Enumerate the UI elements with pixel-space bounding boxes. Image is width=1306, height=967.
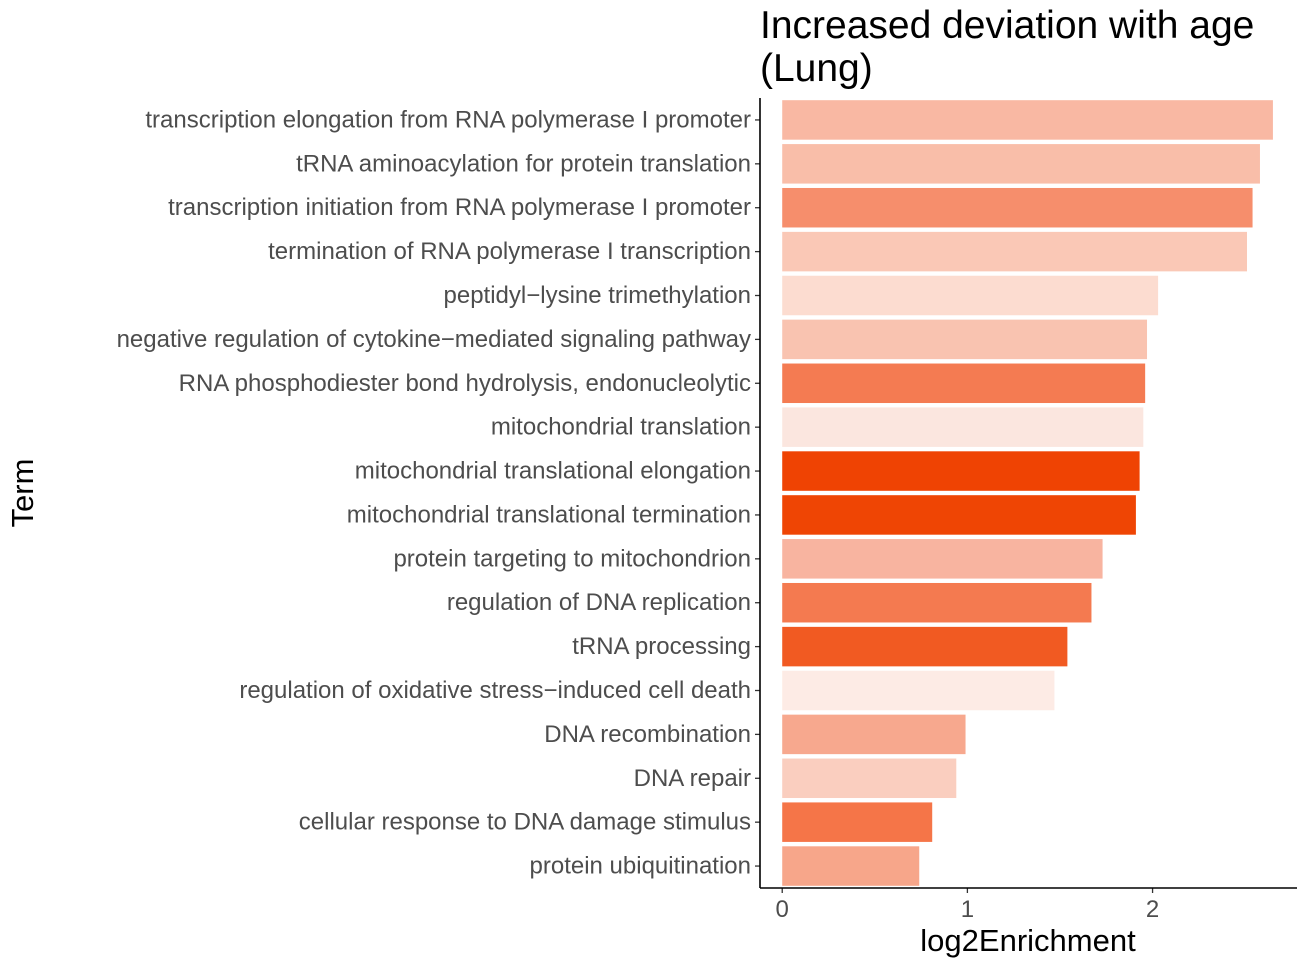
y-axis-title: Term bbox=[5, 459, 40, 528]
bar bbox=[782, 319, 1148, 360]
y-tick-label: DNA repair bbox=[634, 765, 751, 792]
bar bbox=[782, 100, 1273, 140]
y-tick-label: transcription elongation from RNA polyme… bbox=[145, 106, 751, 133]
y-tick-label: termination of RNA polymerase I transcri… bbox=[268, 238, 751, 265]
y-tick-label: cellular response to DNA damage stimulus bbox=[299, 809, 751, 836]
bar bbox=[782, 231, 1248, 272]
bar bbox=[782, 407, 1144, 447]
bars-group bbox=[782, 100, 1273, 886]
bar bbox=[782, 714, 966, 755]
bar bbox=[782, 626, 1068, 667]
y-tick-label: RNA phosphodiester bond hydrolysis, endo… bbox=[179, 370, 751, 397]
y-tick-label: mitochondrial translational elongation bbox=[355, 458, 751, 485]
y-tick-label: regulation of oxidative stress−induced c… bbox=[239, 677, 751, 704]
x-axis-title: log2Enrichment bbox=[920, 923, 1136, 958]
bar bbox=[782, 451, 1140, 491]
x-ticks-group: 0 1 2 bbox=[776, 888, 1159, 923]
y-tick-label: protein ubiquitination bbox=[530, 853, 752, 880]
bar bbox=[782, 802, 933, 842]
y-tick-label: regulation of DNA replication bbox=[447, 589, 751, 616]
chart-title-line-2: (Lung) bbox=[760, 47, 873, 90]
bar bbox=[782, 758, 957, 799]
bar bbox=[782, 495, 1136, 535]
y-tick-label: peptidyl−lysine trimethylation bbox=[444, 282, 752, 309]
y-tick-label: tRNA processing bbox=[572, 633, 751, 660]
y-tick-label: transcription initiation from RNA polyme… bbox=[168, 194, 751, 221]
bar bbox=[782, 846, 920, 886]
x-tick-label: 0 bbox=[776, 896, 789, 923]
chart-title-line-1: Increased deviation with age bbox=[760, 4, 1254, 47]
y-tick-label: protein targeting to mitochondrion bbox=[393, 545, 751, 572]
bar bbox=[782, 539, 1103, 579]
y-tick-label: tRNA aminoacylation for protein translat… bbox=[296, 150, 751, 177]
y-tick-label: negative regulation of cytokine−mediated… bbox=[117, 326, 751, 353]
bar bbox=[782, 582, 1092, 623]
bar bbox=[782, 144, 1260, 184]
x-tick-label: 2 bbox=[1146, 896, 1159, 923]
bar bbox=[782, 363, 1146, 404]
y-tick-label: DNA recombination bbox=[544, 721, 751, 748]
y-tick-label: mitochondrial translational termination bbox=[347, 501, 751, 528]
bar bbox=[782, 187, 1253, 228]
x-tick-label: 1 bbox=[961, 896, 974, 923]
y-ticks-group: transcription elongation from RNA polyme… bbox=[117, 106, 760, 880]
y-tick-label: mitochondrial translation bbox=[491, 414, 751, 441]
bar bbox=[782, 670, 1055, 711]
bar bbox=[782, 275, 1159, 316]
